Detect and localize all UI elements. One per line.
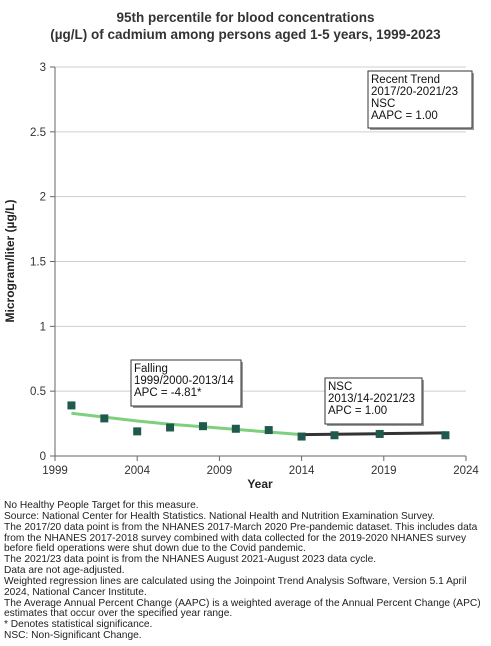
chart-title-line-2: (µg/L) of cadmium among persons aged 1-5… — [50, 27, 441, 42]
note-line: Data are not age-adjusted. — [4, 565, 125, 577]
trend-lines — [71, 411, 446, 437]
data-point — [441, 431, 450, 440]
y-tick-label: 3 — [40, 62, 46, 74]
y-tick-label: 0.5 — [30, 386, 46, 398]
note-line: Source: National Center for Health Stati… — [4, 510, 435, 522]
chart-notes: No Healthy People Target for this measur… — [4, 500, 490, 642]
data-point — [231, 424, 240, 433]
note-line: No Healthy People Target for this measur… — [4, 500, 199, 511]
x-tick-label: 2024 — [453, 465, 479, 477]
annotation-frame — [130, 359, 242, 407]
note-line: The 2017/20 data point is from the NHANE… — [4, 521, 478, 555]
annotation-text: APC = -4.81* — [134, 387, 202, 399]
chart-title: 95th percentile for blood concentrations… — [0, 9, 491, 43]
note-line: Weighted regression lines are calculated… — [4, 575, 467, 598]
data-point — [264, 426, 273, 435]
y-tick-label: 2 — [40, 192, 46, 204]
annotation-text: APC = 1.00 — [328, 405, 387, 417]
chart-title-line-1: 95th percentile for blood concentrations — [116, 10, 375, 25]
y-axis-label: Microgram/liter (µg/L) — [3, 200, 17, 323]
data-point — [297, 432, 306, 441]
trend-line — [71, 411, 302, 437]
y-tick-label: 2.5 — [30, 127, 46, 139]
y-ticks: 0 0.5 1 1.5 2 2.5 3 — [30, 62, 55, 463]
x-tick-label: 2014 — [289, 465, 315, 477]
annotation-text: NSC — [371, 98, 395, 110]
annotation-text: Recent Trend — [371, 74, 440, 86]
annotation-frame — [367, 70, 473, 129]
y-tick-label: 1.5 — [30, 257, 46, 269]
data-point — [100, 414, 109, 423]
data-point — [133, 427, 142, 436]
x-tick-label: 2004 — [124, 465, 150, 477]
annotation-text: Falling — [134, 363, 168, 375]
data-point — [67, 401, 76, 410]
chart-svg: 1999 2004 2009 2014 2019 2024 0 0.5 1 1.5 2 2.5 3 R… — [3, 62, 479, 491]
x-tick-label: 1999 — [42, 465, 68, 477]
annotation-text: 2017/20-2021/23 — [371, 86, 458, 98]
note-line: The Average Annual Percent Change (AAPC)… — [4, 597, 481, 620]
annotation-frame — [324, 377, 423, 425]
data-points — [67, 401, 450, 441]
note-line: * Denotes statistical significance. — [4, 619, 153, 631]
y-tick-label: 1 — [40, 321, 46, 333]
data-point — [198, 422, 207, 431]
note-line: NSC: Non-Significant Change. — [4, 630, 142, 642]
grid — [55, 66, 466, 392]
trend-line — [301, 431, 446, 437]
annotation-text: NSC — [328, 381, 352, 393]
x-tick-label: 2019 — [371, 465, 397, 477]
note-line: The 2021/23 data point is from the NHANE… — [4, 554, 377, 566]
x-ticks: 1999 2004 2009 2014 2019 2024 — [42, 456, 479, 477]
y-tick-label: 0 — [40, 451, 46, 463]
data-point — [330, 431, 339, 440]
x-tick-label: 2009 — [207, 465, 233, 477]
x-axis-label: Year — [247, 477, 273, 491]
annotation-text: 2013/14-2021/23 — [328, 393, 415, 405]
annotation-text: AAPC = 1.00 — [371, 110, 438, 122]
annotation-text: 1999/2000-2013/14 — [134, 375, 234, 387]
data-point — [166, 423, 175, 432]
data-point — [375, 429, 384, 438]
